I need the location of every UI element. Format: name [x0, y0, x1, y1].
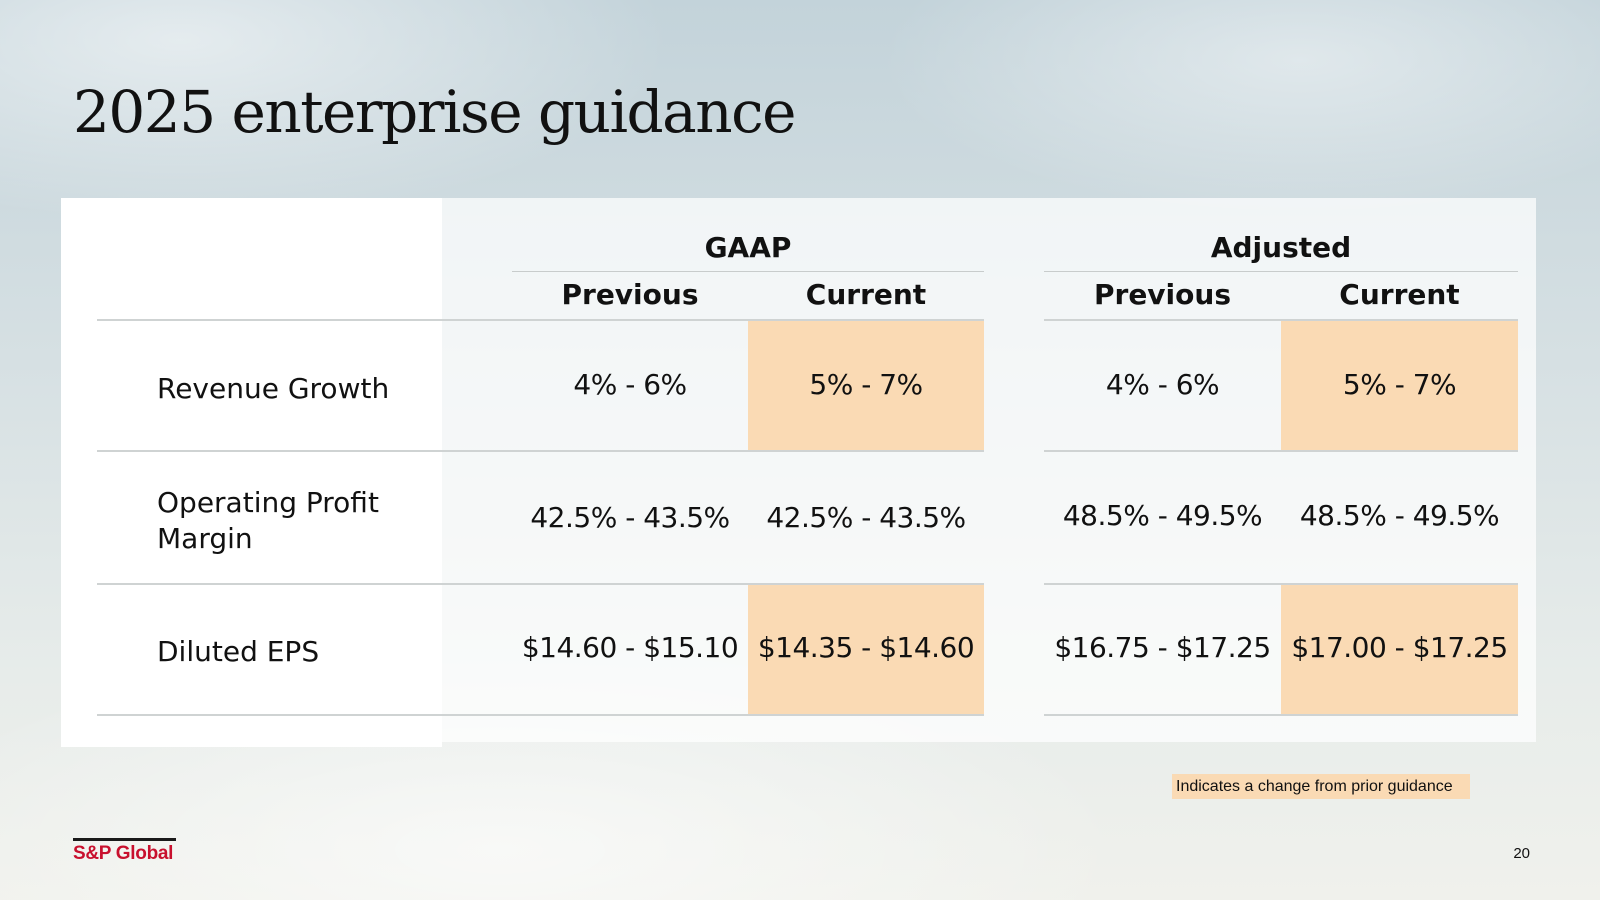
margin-adjusted-previous: 48.5% - 49.5% [1062, 499, 1263, 532]
row-label-operating-profit-margin: Operating Profit Margin [157, 485, 417, 557]
column-header-adjusted-current: Current [1339, 278, 1460, 311]
column-header-gaap-current: Current [805, 278, 927, 311]
eps-adjusted-current: $17.00 - $17.25 [1291, 631, 1508, 664]
highlight-revenue-adjusted-current [1281, 321, 1518, 451]
highlight-eps-adjusted-current [1281, 584, 1518, 715]
row-divider-header [97, 319, 984, 321]
logo-bar [73, 838, 176, 841]
row-divider-3-adjusted [1044, 714, 1518, 716]
page-title: 2025 enterprise guidance [73, 78, 796, 146]
row-divider-2 [97, 583, 984, 585]
row-label-panel [61, 198, 442, 747]
row-label-revenue-growth: Revenue Growth [157, 372, 390, 405]
page-number: 20 [1513, 845, 1530, 862]
margin-adjusted-current: 48.5% - 49.5% [1299, 499, 1500, 532]
eps-gaap-current: $14.35 - $14.60 [757, 631, 975, 664]
highlight-revenue-gaap-current [748, 321, 984, 451]
row-divider-1-adjusted [1044, 450, 1518, 452]
row-label-line: Operating Profit [157, 486, 379, 519]
group-header-gaap: GAAP [704, 231, 792, 264]
eps-adjusted-previous: $16.75 - $17.25 [1054, 631, 1271, 664]
group-underline-gaap [512, 271, 984, 272]
column-header-adjusted-previous: Previous [1093, 278, 1231, 311]
group-header-adjusted: Adjusted [1210, 231, 1352, 264]
margin-gaap-previous: 42.5% - 43.5% [530, 501, 730, 534]
revenue-adjusted-current: 5% - 7% [1342, 368, 1457, 401]
margin-gaap-current: 42.5% - 43.5% [766, 501, 966, 534]
highlight-eps-gaap-current [748, 584, 984, 715]
revenue-gaap-previous: 4% - 6% [573, 368, 687, 401]
row-divider-1 [97, 450, 984, 452]
row-divider-header-adjusted [1044, 319, 1518, 321]
revenue-adjusted-previous: 4% - 6% [1105, 368, 1220, 401]
revenue-gaap-current: 5% - 7% [809, 368, 923, 401]
row-label-line: Margin [157, 522, 253, 555]
sp-global-logo: S&P Global [73, 843, 174, 864]
row-divider-2-adjusted [1044, 583, 1518, 585]
change-legend: Indicates a change from prior guidance [1172, 774, 1470, 799]
column-header-gaap-previous: Previous [561, 278, 699, 311]
row-label-diluted-eps: Diluted EPS [157, 635, 320, 668]
eps-gaap-previous: $14.60 - $15.10 [521, 631, 739, 664]
group-underline-adjusted [1044, 271, 1518, 272]
row-divider-3 [97, 714, 984, 716]
